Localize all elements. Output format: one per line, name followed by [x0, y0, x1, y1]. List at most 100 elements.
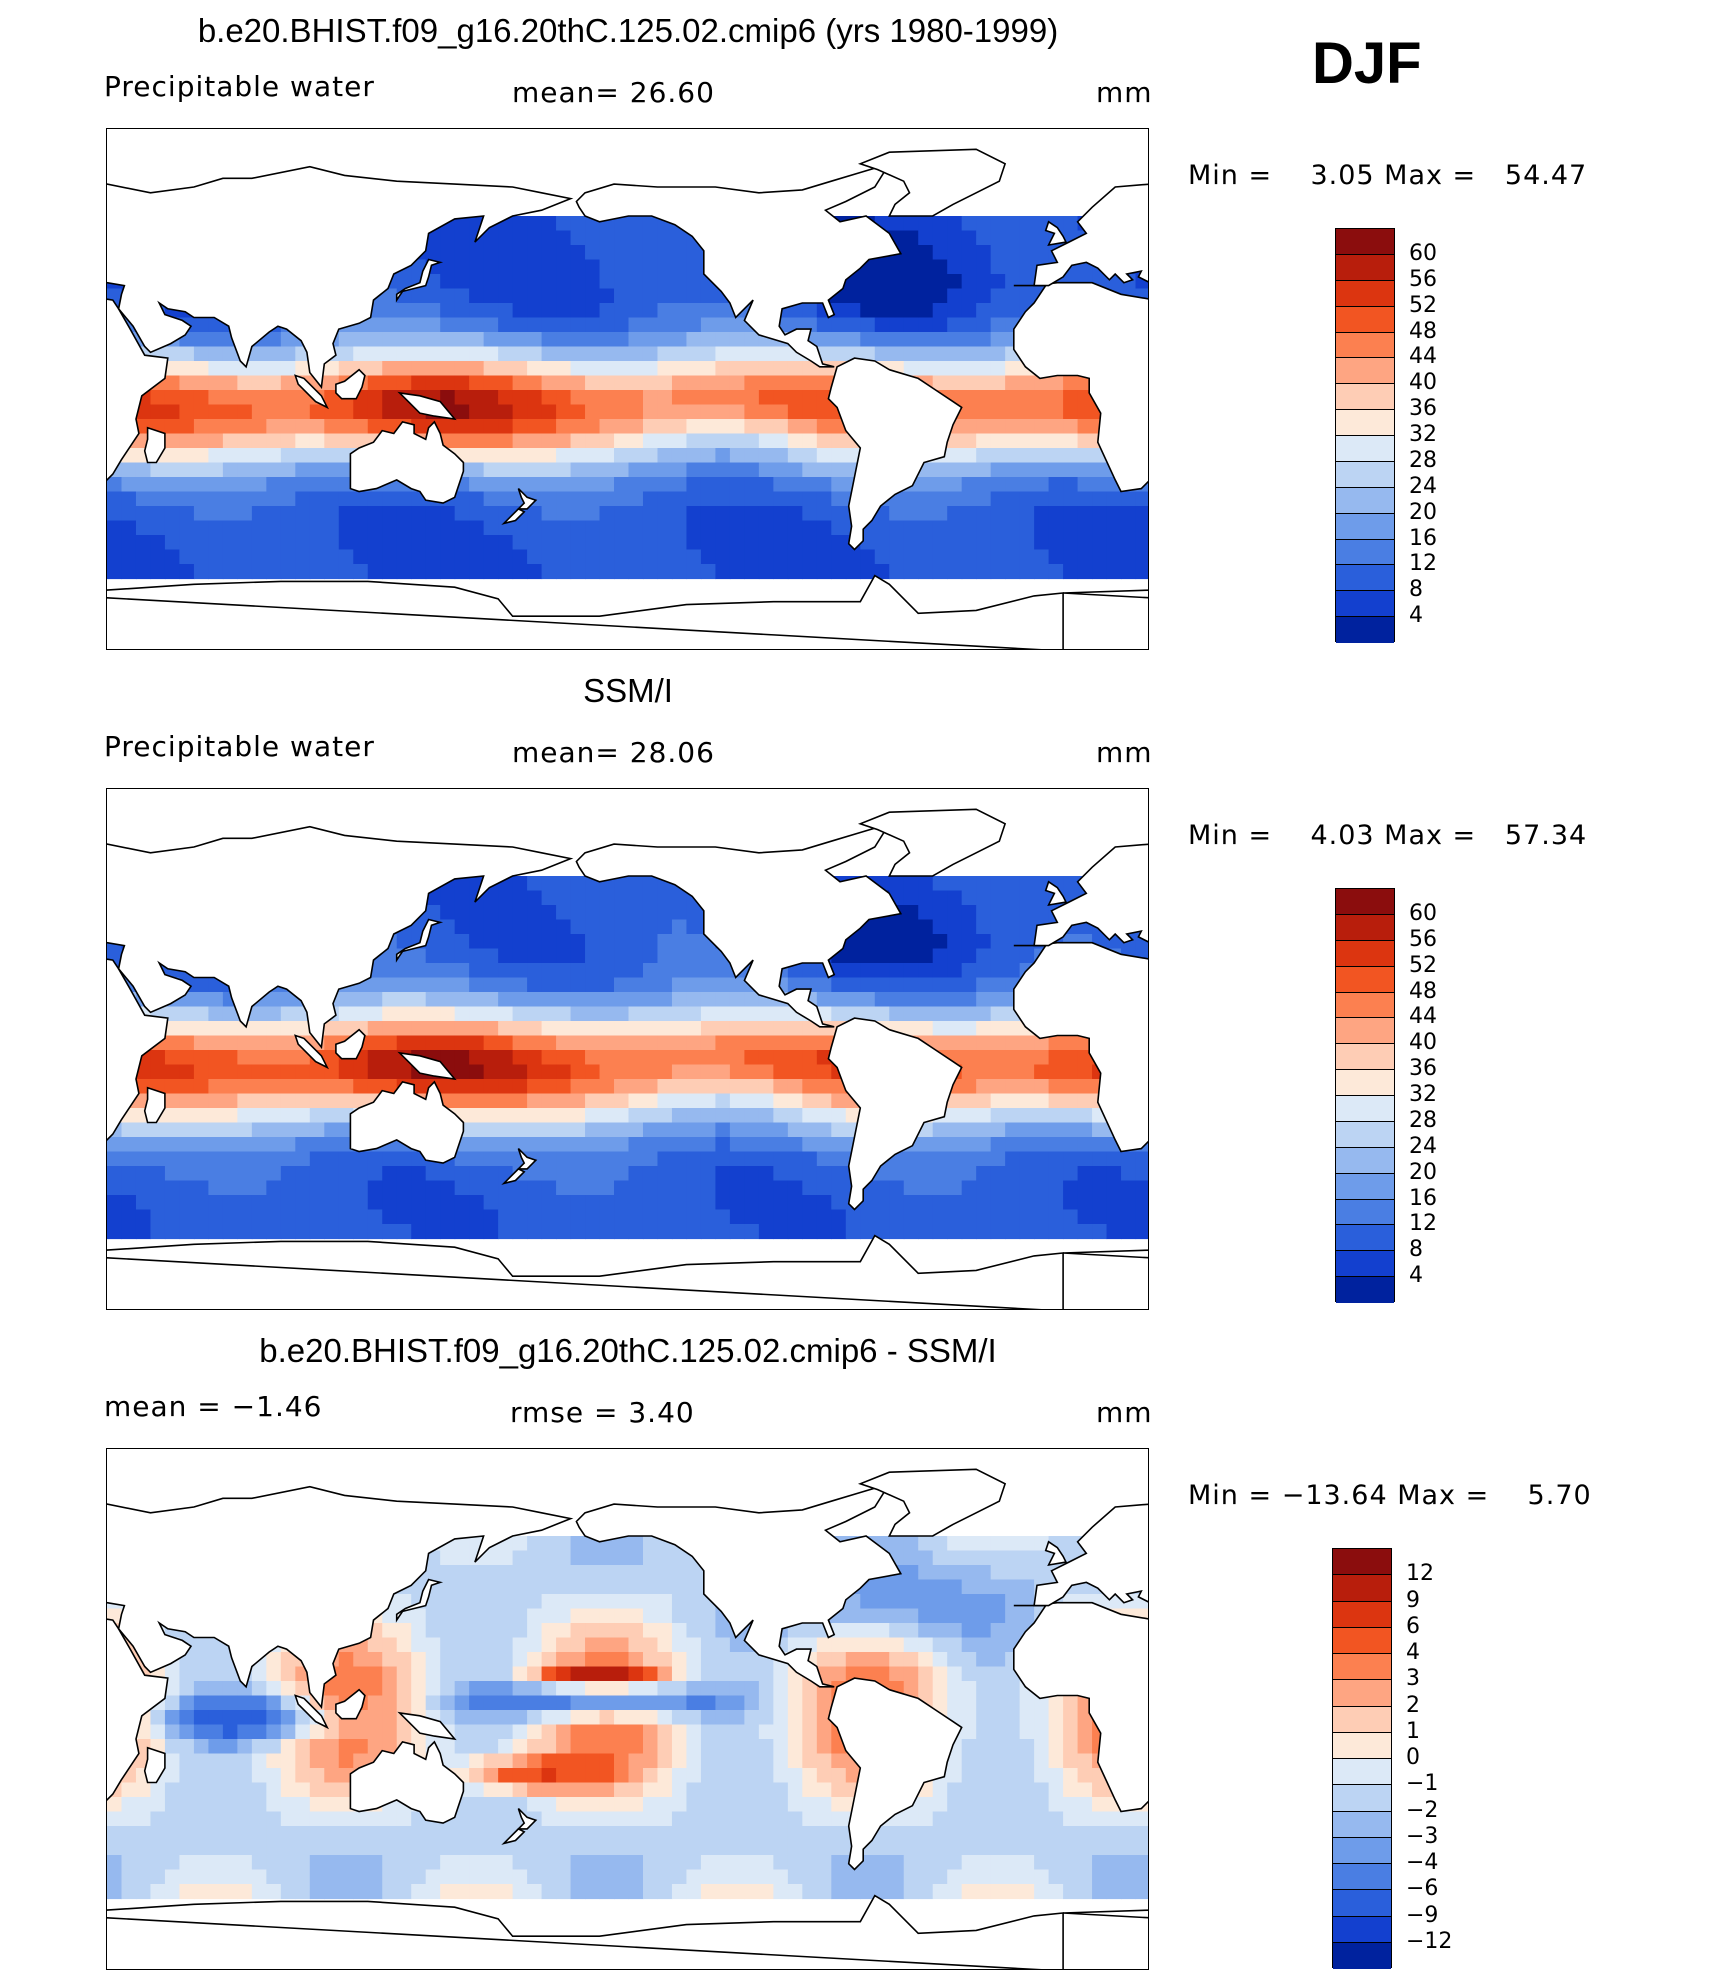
- land-outline: [294, 1034, 329, 1070]
- field-cell: [1092, 564, 1108, 580]
- field-cell: [193, 1108, 210, 1124]
- field-cell: [657, 905, 673, 921]
- field-cell: [425, 1021, 441, 1037]
- field-cell: [976, 1195, 992, 1211]
- field-cell: [1005, 390, 1021, 406]
- field-cell: [585, 390, 601, 406]
- field-cell: [527, 1536, 543, 1552]
- field-cell: [512, 1695, 528, 1711]
- field-cell: [932, 1166, 948, 1182]
- field-cell: [469, 361, 485, 377]
- field-cell: [454, 1681, 470, 1697]
- field-cell: [556, 919, 572, 935]
- field-cell: [614, 332, 630, 348]
- field-cell: [338, 1753, 354, 1769]
- field-cell: [164, 462, 181, 478]
- colorbar-tick-label: 52: [1409, 952, 1437, 978]
- field-cell: [614, 890, 630, 906]
- field-cell: [642, 317, 659, 333]
- field-cell: [671, 1623, 688, 1639]
- field-cell: [411, 1652, 427, 1668]
- field-cell: [266, 506, 282, 522]
- field-cell: [469, 963, 485, 979]
- field-cell: [498, 1695, 514, 1711]
- field-cell: [164, 1209, 181, 1225]
- field-cell: [585, 1623, 601, 1639]
- field-cell: [527, 303, 543, 319]
- field-cell: [556, 419, 572, 435]
- field-cell: [599, 1608, 615, 1624]
- field-cell: [570, 1666, 586, 1682]
- field-cell: [454, 332, 470, 348]
- field-cell: [802, 1064, 818, 1080]
- field-cell: [556, 549, 572, 565]
- field-cell: [469, 948, 485, 964]
- field-cell: [570, 245, 586, 261]
- field-cell: [541, 1021, 557, 1037]
- field-cell: [990, 1166, 1006, 1182]
- field-cell: [1034, 1050, 1050, 1066]
- field-cell: [556, 1006, 572, 1022]
- field-cell: [671, 890, 688, 906]
- field-cell: [642, 1594, 659, 1610]
- field-cell: [628, 433, 644, 449]
- field-cell: [671, 1166, 688, 1182]
- field-cell: [193, 477, 210, 493]
- field-cell: [179, 433, 195, 449]
- field-cell: [686, 448, 702, 464]
- field-cell: [150, 1180, 166, 1196]
- field-cell: [498, 1579, 514, 1595]
- field-cell: [1034, 1122, 1050, 1138]
- field-cell: [1048, 462, 1064, 478]
- field-cell: [541, 375, 557, 391]
- field-cell: [382, 361, 398, 377]
- field-cell: [1063, 462, 1079, 478]
- field-cell: [686, 535, 702, 551]
- field-cell: [642, 1006, 659, 1022]
- field-cell: [353, 1724, 369, 1740]
- field-cell: [700, 1652, 717, 1668]
- colorbar-swatch: [1336, 1173, 1394, 1200]
- field-cell: [932, 274, 948, 290]
- field-cell: [570, 1695, 586, 1711]
- field-cell: [831, 346, 847, 362]
- field-cell: [889, 1623, 905, 1639]
- field-cell: [483, 332, 499, 348]
- field-cell: [208, 1050, 224, 1066]
- land-outline: [107, 825, 574, 1050]
- field-cell: [469, 404, 485, 420]
- field-cell: [541, 1739, 557, 1755]
- field-cell: [483, 419, 499, 435]
- field-cell: [541, 506, 557, 522]
- field-cell: [222, 535, 238, 551]
- field-cell: [889, 1224, 905, 1240]
- field-cell: [469, 1608, 485, 1624]
- field-cell: [1005, 1710, 1021, 1726]
- field-cell: [251, 1122, 267, 1138]
- field-cell: [961, 404, 977, 420]
- field-cell: [483, 274, 499, 290]
- field-cell: [469, 303, 485, 319]
- field-cell: [976, 1710, 992, 1726]
- field-cell: [1034, 1565, 1050, 1581]
- field-cell: [512, 963, 528, 979]
- field-cell: [527, 1209, 543, 1225]
- field-cell: [700, 303, 717, 319]
- field-cell: [541, 1093, 557, 1109]
- field-cell: [947, 1021, 963, 1037]
- field-cell: [585, 1180, 601, 1196]
- field-cell: [874, 564, 890, 580]
- field-cell: [469, 1623, 485, 1639]
- field-cell: [483, 491, 499, 507]
- field-cell: [816, 1108, 832, 1124]
- field-cell: [773, 433, 789, 449]
- field-cell: [845, 948, 861, 964]
- field-cell: [671, 1753, 688, 1769]
- field-cell: [932, 303, 948, 319]
- field-cell: [1005, 448, 1021, 464]
- field-cell: [512, 274, 528, 290]
- field-cell: [990, 890, 1006, 906]
- field-cell: [367, 1021, 383, 1037]
- field-cell: [657, 890, 673, 906]
- field-cell: [295, 1180, 311, 1196]
